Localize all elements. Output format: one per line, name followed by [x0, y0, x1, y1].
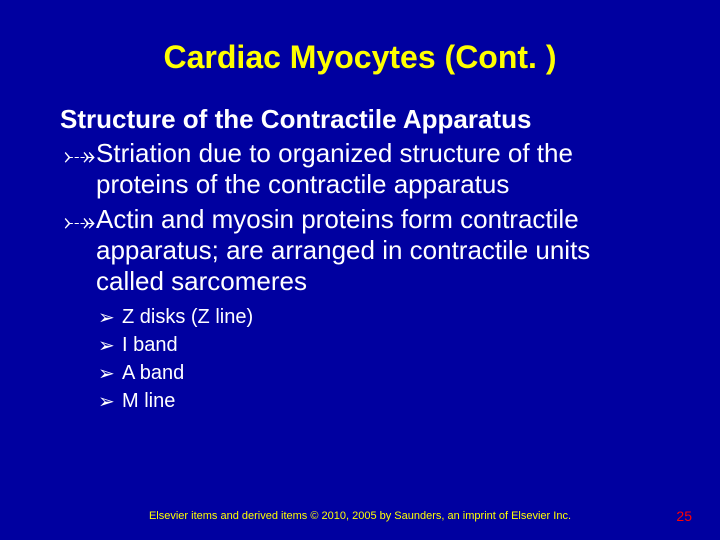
bullet-icon: ⤐	[64, 140, 95, 171]
subheading: Structure of the Contractile Apparatus	[60, 104, 660, 135]
chevron-right-icon: ➢	[98, 361, 115, 387]
subbullet-text: Z disks (Z line)	[122, 306, 253, 328]
chevron-right-icon: ➢	[98, 389, 115, 415]
bullet-text: Actin and myosin proteins form contracti…	[96, 204, 590, 296]
list-item: ⤐ Striation due to organized structure o…	[60, 138, 660, 200]
list-item: ➢ M line	[98, 388, 660, 414]
bullet-text: Striation due to organized structure of …	[96, 138, 573, 199]
subbullet-text: I band	[122, 334, 178, 356]
list-item: ➢ I band	[98, 332, 660, 358]
chevron-right-icon: ➢	[98, 333, 115, 359]
list-item: ➢ A band	[98, 360, 660, 386]
list-item: ⤐ Actin and myosin proteins form contrac…	[60, 204, 660, 298]
bullet-icon: ⤐	[64, 206, 95, 237]
slide: Cardiac Myocytes (Cont. ) Structure of t…	[0, 0, 720, 540]
page-number: 25	[676, 508, 692, 524]
subbullet-text: A band	[122, 362, 184, 384]
slide-title: Cardiac Myocytes (Cont. )	[60, 38, 660, 76]
list-item: ➢ Z disks (Z line)	[98, 304, 660, 330]
bullet-list: ⤐ Striation due to organized structure o…	[60, 138, 660, 298]
subbullet-text: M line	[122, 390, 175, 412]
subbullet-list: ➢ Z disks (Z line) ➢ I band ➢ A band ➢ M…	[98, 304, 660, 414]
chevron-right-icon: ➢	[98, 305, 115, 331]
footer-copyright: Elsevier items and derived items © 2010,…	[0, 510, 720, 522]
